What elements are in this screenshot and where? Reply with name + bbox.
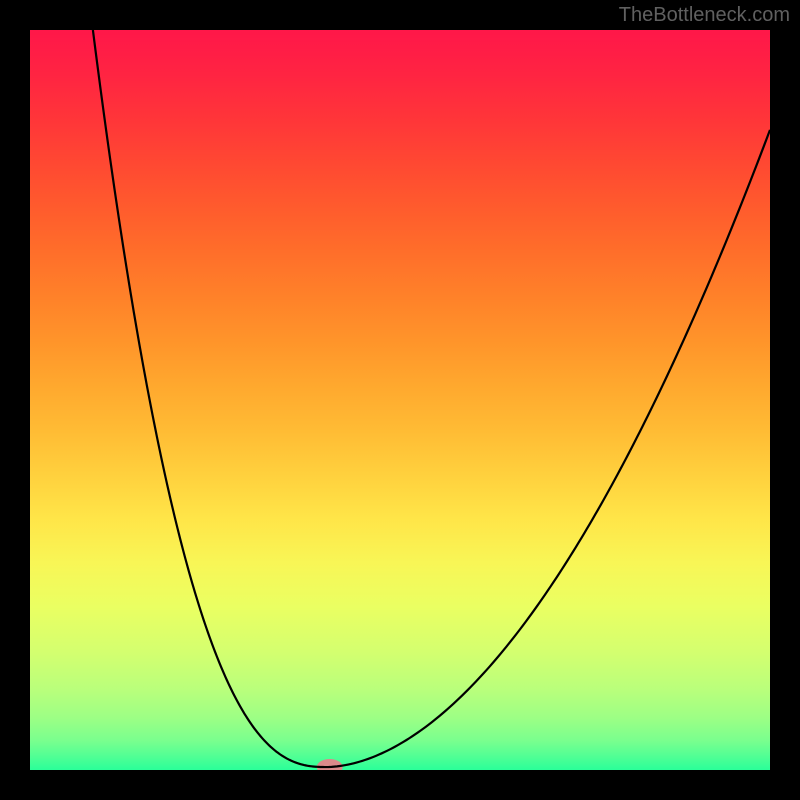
bottleneck-curve-chart bbox=[0, 0, 800, 800]
plot-gradient-background bbox=[30, 30, 770, 770]
watermark-text: TheBottleneck.com bbox=[619, 4, 790, 27]
chart-container: TheBottleneck.com bbox=[0, 0, 800, 800]
